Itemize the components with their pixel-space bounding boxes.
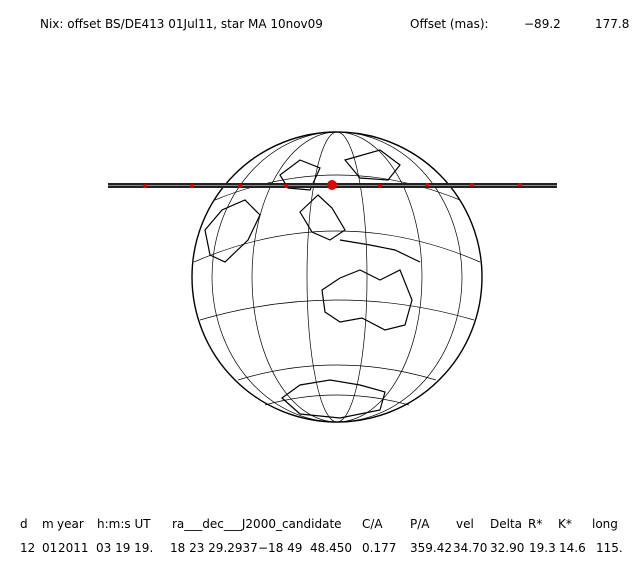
table-cell: −18 49 48.450 (258, 541, 352, 555)
offset-label: Offset (mas): (410, 17, 489, 31)
column-header: h:m:s UT (97, 517, 151, 531)
table-cell: 14.6 (559, 541, 586, 555)
column-header: long (592, 517, 618, 531)
column-header: R* (528, 517, 542, 531)
table-cell: 19.3 (529, 541, 556, 555)
table-cell: 115. (596, 541, 623, 555)
offset-value: 177.8 (595, 17, 629, 31)
shadow-path (108, 180, 557, 190)
globe (191, 131, 483, 423)
offset-value: −89.2 (524, 17, 561, 31)
table-cell: 01 (42, 541, 57, 555)
table-cell: 359.42 (410, 541, 452, 555)
column-header: K* (558, 517, 572, 531)
table-cell: 34.70 (453, 541, 487, 555)
table-cell: 18 23 29.2937 (170, 541, 258, 555)
table-cell: 03 19 19. (96, 541, 153, 555)
table-cell: 2011 (58, 541, 89, 555)
title: Nix: offset BS/DE413 01Jul11, star MA 10… (40, 17, 323, 31)
column-header: ra___dec___J2000_candidate (172, 517, 342, 531)
table-cell: 0.177 (362, 541, 396, 555)
column-header: Delta (490, 517, 522, 531)
column-header: m (42, 517, 54, 531)
column-header: C/A (362, 517, 383, 531)
column-header: vel (456, 517, 474, 531)
column-header: d (20, 517, 28, 531)
table-cell: 12 (20, 541, 35, 555)
column-header: year (57, 517, 84, 531)
table-cell: 32.90 (490, 541, 524, 555)
column-header: P/A (410, 517, 430, 531)
event-table: d m year h:m:s UT ra___dec___J2000_candidate… (20, 517, 623, 555)
